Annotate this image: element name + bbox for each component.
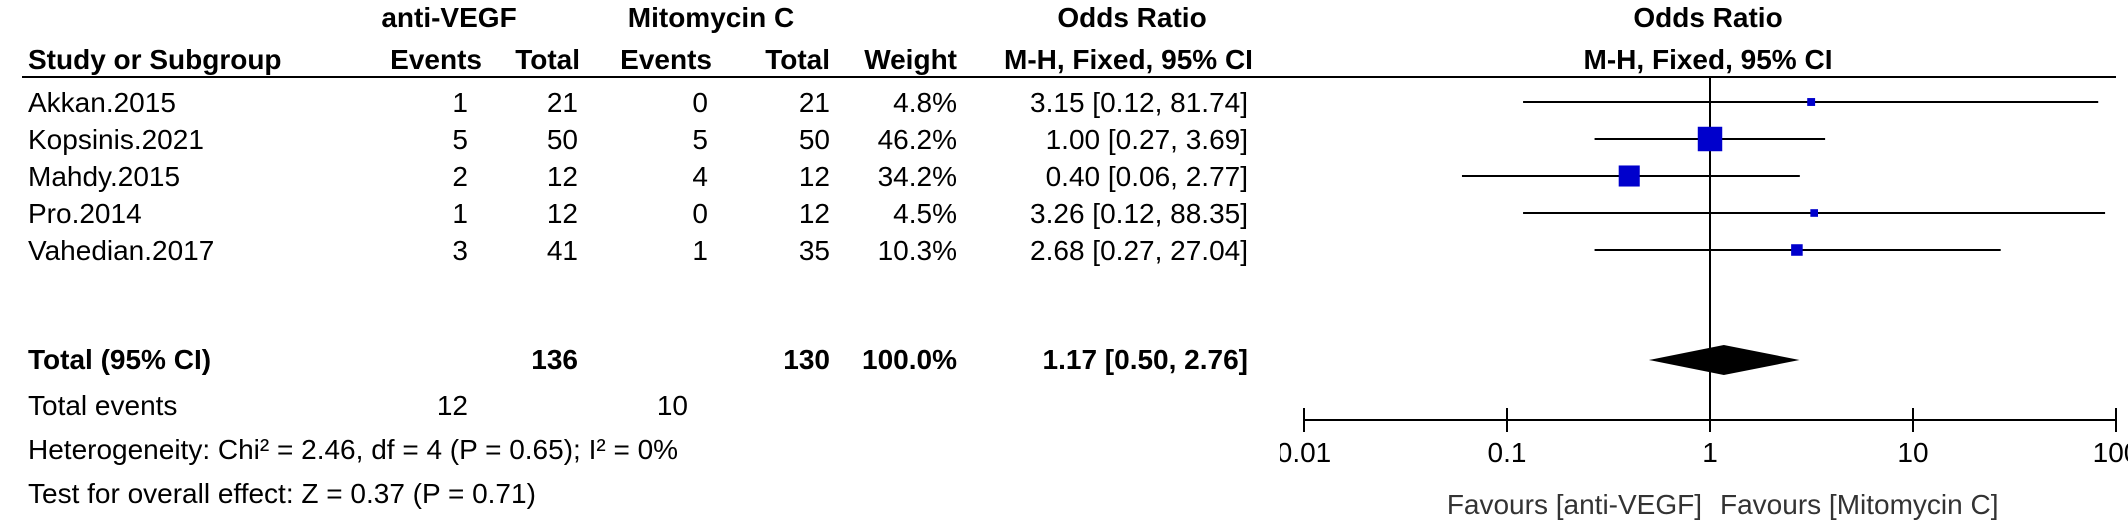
- events-2: 1: [692, 235, 708, 266]
- col-total-1: Total: [515, 44, 580, 75]
- or-ci: 0.40 [0.06, 2.77]: [1045, 161, 1248, 192]
- col-study: Study or Subgroup: [28, 44, 282, 75]
- total-1: 41: [546, 235, 578, 266]
- study-marker: [1697, 126, 1723, 152]
- x-tick-label: 1: [1702, 437, 1718, 468]
- study-name: Mahdy.2015: [28, 161, 181, 192]
- or-ci: 2.68 [0.27, 27.04]: [1030, 235, 1248, 266]
- total-label: Total (95% CI): [28, 344, 212, 375]
- weight: 34.2%: [877, 161, 957, 192]
- total-weight: 100.0%: [862, 344, 957, 375]
- plot-method: M-H, Fixed, 95% CI: [1583, 44, 1833, 75]
- events-2: 5: [692, 124, 708, 155]
- events-2: 0: [692, 198, 708, 229]
- total-1: 21: [546, 87, 578, 118]
- events-1: 5: [452, 124, 468, 155]
- study-name: Vahedian.2017: [28, 235, 215, 266]
- total-1: 12: [546, 198, 578, 229]
- or-table-header: Odds Ratio: [1057, 2, 1207, 33]
- study-marker: [1810, 209, 1819, 217]
- total-1: 12: [546, 161, 578, 192]
- or-ci: 3.15 [0.12, 81.74]: [1030, 87, 1248, 118]
- events-1: 1: [452, 87, 468, 118]
- heterogeneity-text: Heterogeneity: Chi² = 2.46, df = 4 (P = …: [28, 434, 679, 465]
- group1-header: anti-VEGF: [381, 2, 517, 33]
- or-ci: 1.00 [0.27, 3.69]: [1045, 124, 1248, 155]
- events-1: 3: [452, 235, 468, 266]
- total-2: 130: [783, 344, 830, 375]
- x-tick-label: 100: [2093, 437, 2128, 468]
- total-2: 12: [798, 198, 830, 229]
- study-name: Pro.2014: [28, 198, 142, 229]
- total-events-1: 12: [436, 390, 468, 421]
- or-plot-header: Odds Ratio: [1633, 2, 1783, 33]
- study-name: Akkan.2015: [28, 87, 176, 118]
- total-events-2: 10: [656, 390, 688, 421]
- x-tick-label: 0.01: [1280, 437, 1331, 468]
- or-ci: 3.26 [0.12, 88.35]: [1030, 198, 1248, 229]
- total-2: 12: [798, 161, 830, 192]
- study-name: Kopsinis.2021: [28, 124, 204, 155]
- forest-plot: 0.01 0.1 1 10 100 Favours [anti-VEGF] Favours …: [1280, 78, 2128, 520]
- col-total-2: Total: [765, 44, 830, 75]
- study-marker: [1618, 165, 1640, 187]
- group2-header: Mitomycin C: [627, 2, 795, 33]
- total-2: 21: [798, 87, 830, 118]
- total-1: 50: [546, 124, 578, 155]
- weight: 46.2%: [877, 124, 957, 155]
- total-2: 50: [798, 124, 830, 155]
- favours-right-label: Favours [Mitomycin C]: [1720, 489, 1999, 520]
- col-method: M-H, Fixed, 95% CI: [1004, 44, 1253, 75]
- col-events-1: Events: [390, 44, 482, 75]
- weight: 10.3%: [877, 235, 957, 266]
- events-1: 1: [452, 198, 468, 229]
- x-tick-label: 10: [1897, 437, 1928, 468]
- favours-left-label: Favours [anti-VEGF]: [1447, 489, 1702, 520]
- pooled-diamond: [1648, 345, 1800, 375]
- overall-effect-text: Test for overall effect: Z = 0.37 (P = 0…: [28, 478, 536, 509]
- col-weight: Weight: [864, 44, 957, 75]
- total-events-label: Total events: [28, 390, 178, 421]
- events-1: 2: [452, 161, 468, 192]
- total-1: 136: [531, 344, 578, 375]
- total-or-ci: 1.17 [0.50, 2.76]: [1042, 344, 1248, 375]
- study-marker: [1791, 244, 1803, 256]
- header-rule: [22, 76, 2116, 78]
- events-2: 4: [692, 161, 708, 192]
- col-events-2: Events: [620, 44, 712, 75]
- x-tick-label: 0.1: [1488, 437, 1527, 468]
- events-2: 0: [692, 87, 708, 118]
- study-marker: [1807, 98, 1816, 106]
- total-2: 35: [798, 235, 830, 266]
- weight: 4.8%: [893, 87, 957, 118]
- weight: 4.5%: [893, 198, 957, 229]
